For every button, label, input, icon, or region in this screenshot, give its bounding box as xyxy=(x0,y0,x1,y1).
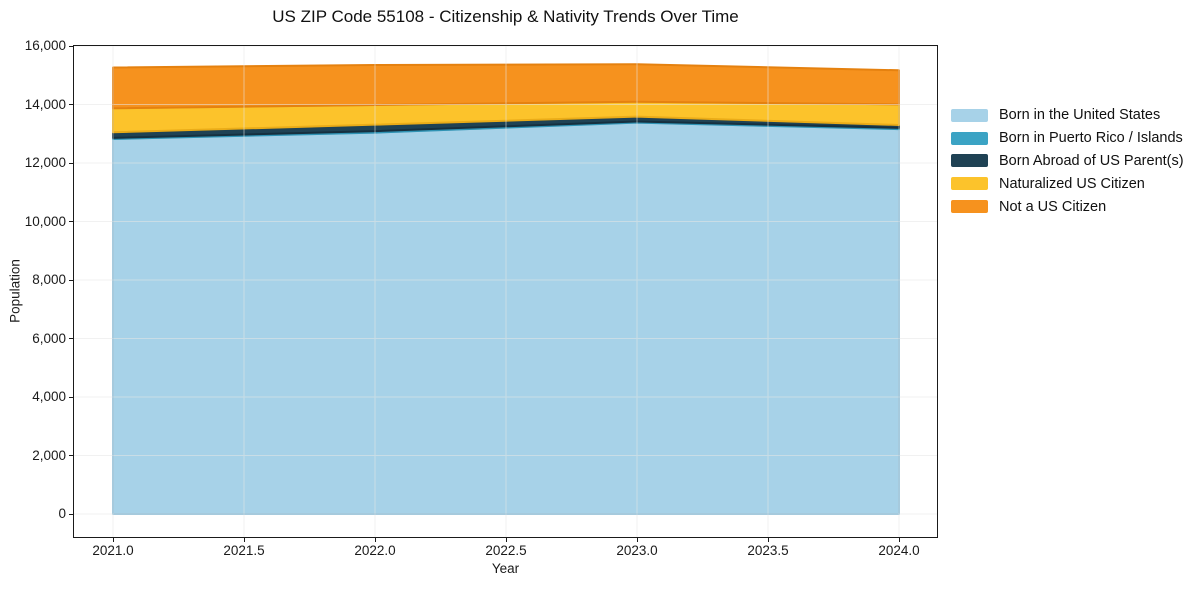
stacked-area-chart xyxy=(73,45,938,538)
y-tick-label: 16,000 xyxy=(24,38,66,53)
x-tick-mark xyxy=(637,538,638,542)
x-tick-mark xyxy=(244,538,245,542)
y-tick-label: 4,000 xyxy=(32,389,66,404)
legend: Born in the United States Born in Puerto … xyxy=(951,104,1184,218)
x-tick-label: 2023.0 xyxy=(616,543,658,558)
x-tick-label: 2021.0 xyxy=(92,543,134,558)
legend-swatch xyxy=(951,200,988,214)
legend-label: Born Abroad of US Parent(s) xyxy=(999,152,1184,169)
legend-item-not-a-us-citizen: Not a US Citizen xyxy=(951,195,1184,218)
y-tick-mark xyxy=(69,104,73,105)
y-tick-mark xyxy=(69,45,73,47)
x-axis-label: Year xyxy=(491,561,520,576)
x-tick-label: 2023.5 xyxy=(747,543,789,558)
legend-label: Not a US Citizen xyxy=(999,198,1107,215)
y-tick-label: 2,000 xyxy=(32,447,66,463)
x-tick-label: 2024.0 xyxy=(878,543,920,558)
x-tick-mark xyxy=(506,538,507,542)
x-tick-mark xyxy=(375,538,376,542)
y-tick-mark xyxy=(69,338,73,339)
chart-title: US ZIP Code 55108 - Citizenship & Nativi… xyxy=(272,7,739,26)
x-tick-mark xyxy=(768,538,769,542)
plot-area xyxy=(73,45,938,538)
legend-item-born-abroad-of-us-parent-s: Born Abroad of US Parent(s) xyxy=(951,150,1184,173)
y-tick-mark xyxy=(69,513,73,515)
legend-item-born-in-puerto-rico-islands: Born in Puerto Rico / Islands xyxy=(951,127,1184,150)
legend-item-naturalized-us-citizen: Naturalized US Citizen xyxy=(951,172,1184,195)
y-tick-mark xyxy=(69,162,73,164)
legend-item-born-in-the-united-states: Born in the United States xyxy=(951,104,1184,127)
x-tick-mark xyxy=(899,538,900,542)
y-tick-mark xyxy=(69,221,73,222)
y-axis-label: Population xyxy=(7,259,23,323)
legend-swatch xyxy=(951,108,988,122)
x-tick-mark xyxy=(113,538,114,542)
y-tick-label: 14,000 xyxy=(24,96,66,112)
legend-swatch xyxy=(951,154,988,168)
y-tick-label: 8,000 xyxy=(32,272,66,287)
axes-spines xyxy=(73,45,938,538)
y-tick-mark xyxy=(69,279,73,281)
y-tick-label: 10,000 xyxy=(24,213,66,229)
y-tick-label: 0 xyxy=(58,506,66,521)
x-tick-label: 2021.5 xyxy=(223,543,265,558)
y-tick-mark xyxy=(69,396,73,398)
y-tick-mark xyxy=(69,455,73,456)
y-tick-label: 6,000 xyxy=(32,330,66,346)
x-tick-label: 2022.0 xyxy=(354,543,396,558)
legend-swatch xyxy=(951,177,988,191)
legend-swatch xyxy=(951,131,988,145)
legend-label: Born in Puerto Rico / Islands xyxy=(999,130,1183,147)
y-tick-label: 12,000 xyxy=(24,155,66,170)
x-tick-label: 2022.5 xyxy=(485,543,527,558)
legend-label: Naturalized US Citizen xyxy=(999,175,1145,192)
legend-label: Born in the United States xyxy=(999,107,1161,124)
